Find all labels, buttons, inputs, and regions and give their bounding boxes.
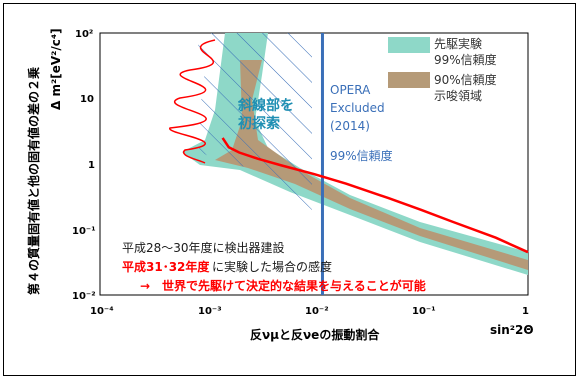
y-tick-label: 10⁻¹ [72, 226, 96, 237]
x-axis-label: 反νμと反νeの振動割合 [250, 327, 380, 342]
opera-label: (2014) [330, 119, 370, 133]
opera-label: OPERA [330, 83, 371, 97]
hatched-label: 斜線部を [237, 97, 294, 114]
x-tick-label: 10⁻¹ [412, 306, 436, 317]
legend-swatch-cyan [388, 37, 430, 53]
oscillation-wiggles [169, 39, 216, 164]
note-experiment-years: 平成31･32年度 [122, 259, 210, 274]
x-tick-label: 10⁻⁴ [90, 306, 114, 317]
hatched-label: 初探索 [238, 115, 280, 132]
y-axis-label: 第４の質量固有値と他の固有値の差の２乗 [26, 67, 41, 295]
legend-label: 99%信頼度 [434, 52, 497, 67]
opera-label: Excluded [330, 101, 385, 115]
y-tick-label: 1 [88, 160, 95, 171]
note-conclusion: → 世界で先駆けて決定的な結果を与えることが可能 [140, 278, 426, 293]
legend-label: 示唆領域 [434, 88, 482, 103]
legend-swatch-brown [388, 72, 430, 88]
y-axis-ticks: 10² 10 1 10⁻¹ 10⁻² [72, 29, 96, 302]
note-sensitivity: に実験した場合の感度 [212, 259, 332, 274]
confidence-label: 99%信頼度 [330, 148, 393, 163]
x-tick-label: 10⁻³ [198, 306, 222, 317]
x-axis-ticks: 10⁻⁴ 10⁻³ 10⁻² 10⁻¹ 1 [90, 306, 529, 317]
legend-label: 90%信頼度 [434, 72, 497, 87]
y-tick-label: 10⁻² [72, 291, 96, 302]
y-tick-label: 10 [80, 94, 94, 105]
note-construction: 平成28〜30年度に検出器建設 [122, 240, 285, 255]
x-tick-label: 1 [522, 306, 529, 317]
sensitivity-curve [221, 137, 529, 254]
y-axis-unit: Δ m²[eV²/c⁴] [49, 28, 63, 110]
x-axis-label-right: sin²2Θ [490, 323, 534, 337]
x-tick-label: 10⁻² [305, 306, 329, 317]
legend-label: 先駆実験 [434, 36, 482, 51]
y-tick-label: 10² [75, 29, 93, 40]
